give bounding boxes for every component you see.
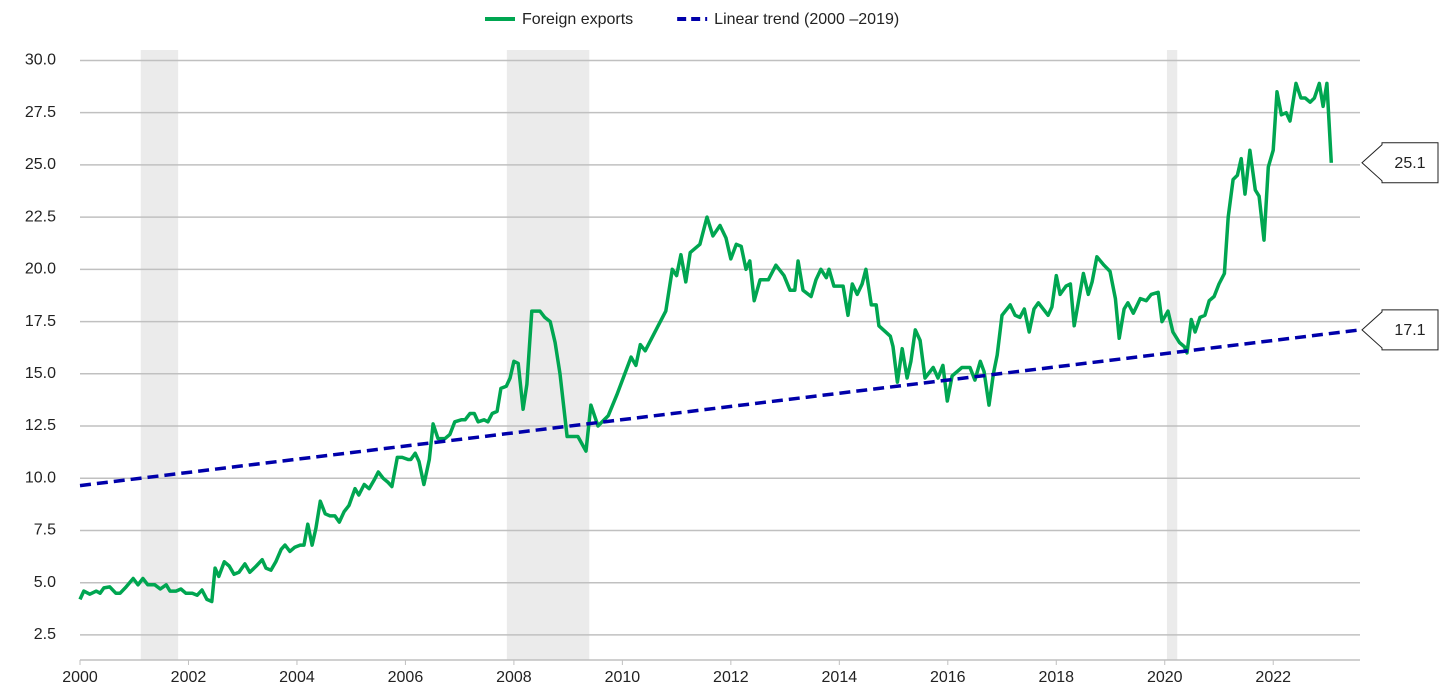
y-tick-label: 12.5 bbox=[25, 417, 56, 434]
shaded-period bbox=[1166, 50, 1178, 660]
callout-label: 25.1 bbox=[1394, 155, 1425, 172]
x-tick-label: 2014 bbox=[822, 669, 858, 686]
x-tick-label: 2002 bbox=[171, 669, 207, 686]
x-tick-label: 2012 bbox=[713, 669, 749, 686]
shaded-period bbox=[140, 50, 179, 660]
x-tick-label: 2008 bbox=[496, 669, 532, 686]
y-tick-label: 2.5 bbox=[34, 626, 56, 643]
x-tick-label: 2022 bbox=[1255, 669, 1291, 686]
y-tick-label: 22.5 bbox=[25, 208, 56, 225]
x-tick-label: 2016 bbox=[930, 669, 966, 686]
y-tick-label: 15.0 bbox=[25, 365, 56, 382]
legend-label: Foreign exports bbox=[522, 11, 633, 28]
callout-box bbox=[1361, 142, 1439, 184]
legend-label: Linear trend (2000 –2019) bbox=[714, 11, 899, 28]
x-tick-label: 2018 bbox=[1038, 669, 1074, 686]
x-tick-label: 2004 bbox=[279, 669, 315, 686]
x-tick-label: 2010 bbox=[605, 669, 641, 686]
y-tick-label: 27.5 bbox=[25, 104, 56, 121]
callout-box bbox=[1361, 309, 1439, 351]
series-line bbox=[79, 328, 1361, 488]
y-tick-label: 30.0 bbox=[25, 52, 56, 69]
y-tick-label: 25.0 bbox=[25, 156, 56, 173]
y-tick-label: 10.0 bbox=[25, 469, 56, 486]
series-line bbox=[78, 81, 1334, 604]
y-tick-label: 5.0 bbox=[34, 574, 56, 591]
y-tick-label: 20.0 bbox=[25, 261, 56, 278]
callout-label: 17.1 bbox=[1394, 322, 1425, 339]
x-tick-label: 2000 bbox=[62, 669, 98, 686]
x-tick-label: 2020 bbox=[1147, 669, 1183, 686]
y-tick-label: 7.5 bbox=[34, 522, 56, 539]
shaded-period bbox=[506, 50, 590, 660]
y-tick-label: 17.5 bbox=[25, 313, 56, 330]
x-tick-label: 2006 bbox=[388, 669, 424, 686]
